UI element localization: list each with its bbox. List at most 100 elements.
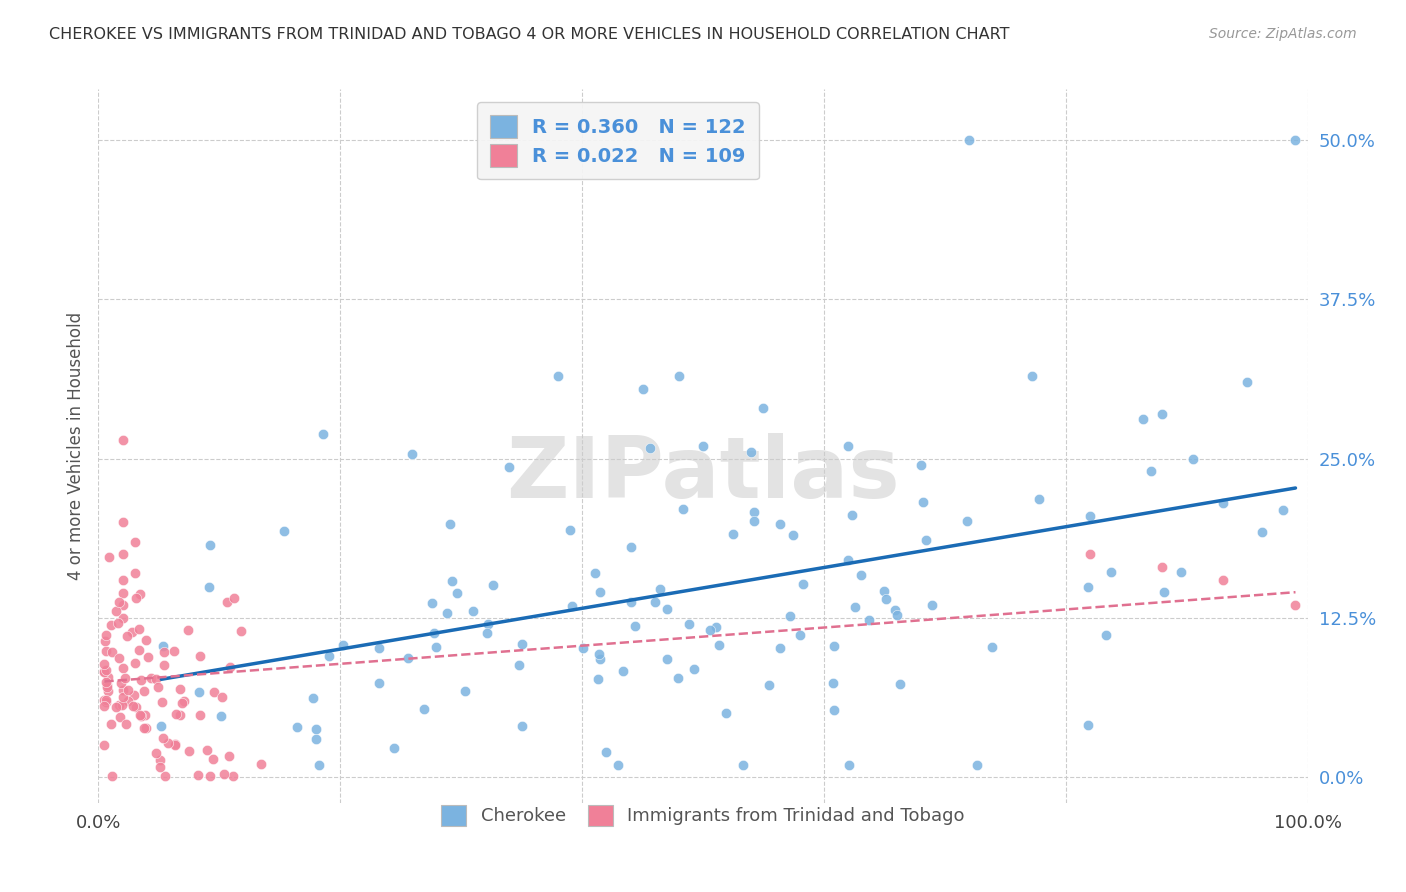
Point [94,644,117,658]
Point [498,460,520,475]
Point [149,753,172,767]
Point [165,707,187,722]
Point [318,648,340,663]
Point [1212,496,1234,510]
Point [731,757,754,772]
Point [202,752,225,766]
Point [1028,492,1050,507]
Point [1272,502,1295,516]
Point [121,625,143,640]
Point [215,595,238,609]
Point [93,699,115,714]
Point [586,672,609,686]
Point [510,637,533,651]
Point [100,617,122,632]
Point [666,671,689,685]
Point [889,677,911,691]
Point [631,382,654,396]
Point [198,538,221,552]
Point [117,694,139,708]
Point [792,577,814,591]
Point [198,580,221,594]
Point [782,528,804,542]
Point [125,699,148,714]
Point [595,745,617,759]
Point [96,678,118,692]
Point [124,566,146,581]
Point [477,617,499,632]
Legend: Cherokee, Immigrants from Trinidad and Tobago: Cherokee, Immigrants from Trinidad and T… [434,797,972,833]
Point [135,721,157,735]
Point [821,675,844,690]
Point [163,738,186,752]
Point [202,685,225,699]
Point [302,691,325,706]
Point [129,708,152,723]
Point [96,664,118,678]
Point [93,665,115,679]
Point [111,599,134,613]
Point [1152,560,1174,574]
Point [704,620,727,634]
Point [1284,599,1306,613]
Point [1099,565,1122,579]
Point [94,693,117,707]
Point [849,567,872,582]
Point [752,401,775,415]
Point [112,660,135,674]
Point [1077,580,1099,594]
Point [644,595,666,609]
Point [914,533,936,547]
Point [100,717,122,731]
Point [668,368,690,383]
Point [742,514,765,528]
Point [122,688,145,702]
Point [219,659,242,673]
Point [440,574,463,588]
Point [886,608,908,623]
Point [150,695,173,709]
Point [910,458,932,472]
Point [169,708,191,723]
Point [111,585,134,599]
Point [104,604,127,618]
Point [482,578,505,592]
Point [165,737,187,751]
Point [173,694,195,708]
Point [758,677,780,691]
Point [721,527,744,541]
Point [224,591,246,605]
Point [769,641,792,656]
Point [588,584,610,599]
Point [844,599,866,614]
Point [188,685,211,699]
Point [823,703,845,717]
Point [1182,452,1205,467]
Point [692,439,714,453]
Point [561,599,583,613]
Text: Source: ZipAtlas.com: Source: ZipAtlas.com [1209,27,1357,41]
Point [129,708,152,723]
Point [638,442,661,456]
Point [612,664,634,678]
Point [439,517,461,532]
Point [396,650,419,665]
Point [153,769,176,783]
Point [606,757,628,772]
Point [742,505,765,519]
Point [98,549,121,564]
Y-axis label: 4 or more Vehicles in Household: 4 or more Vehicles in Household [66,312,84,580]
Point [96,675,118,690]
Point [124,534,146,549]
Point [93,693,115,707]
Point [108,698,131,712]
Point [211,690,233,704]
Point [1077,717,1099,731]
Point [858,613,880,627]
Point [156,736,179,750]
Point [367,640,389,655]
Point [107,650,129,665]
Point [583,566,606,581]
Point [153,658,176,673]
Point [588,647,610,661]
